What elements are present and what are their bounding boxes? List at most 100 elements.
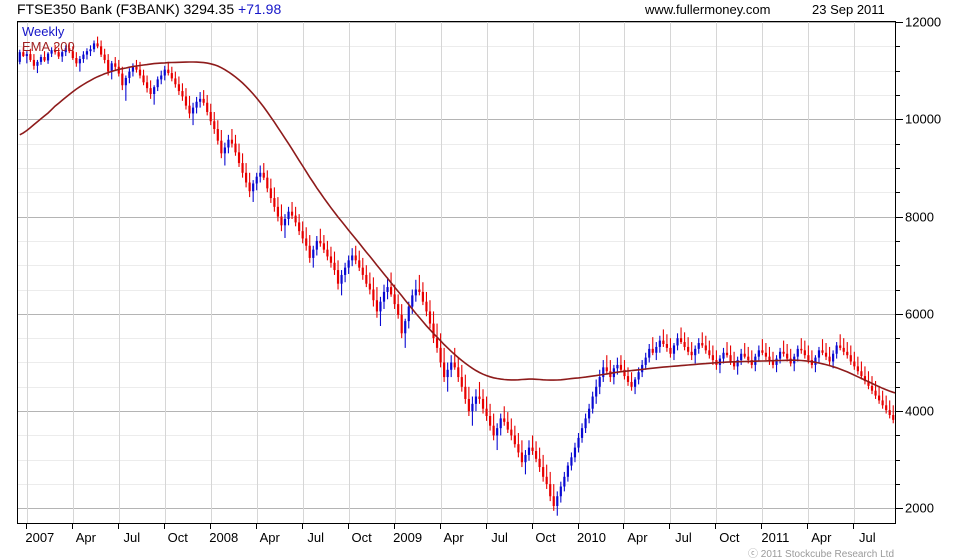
candle-body [662,340,665,345]
candle-body [411,295,414,307]
candle-body [538,458,541,468]
gridline-vertical [441,22,442,523]
candle-body [347,260,350,268]
candle-body [234,143,237,153]
x-axis-tick [26,524,27,529]
candle-body [506,421,509,430]
chart-date-label: 23 Sep 2011 [812,2,885,17]
gridline-minor [18,338,895,339]
candle-body [595,386,598,397]
y-axis-tick-minor [896,167,900,169]
candle-body [846,351,849,356]
x-axis-tick [394,524,395,529]
candle-body [580,428,584,438]
y-axis-tick-major [896,411,903,413]
chart-legend: Weekly EMA 200 [22,24,75,54]
candle-body [160,75,163,80]
x-axis-label: 2010 [577,530,606,545]
gridline-vertical [73,22,74,523]
gridline-major [18,22,895,23]
candle-body [294,215,297,223]
gridline-vertical [808,22,809,523]
candle-body [50,50,53,54]
legend-interval: Weekly [22,24,65,39]
candle-body [496,428,499,436]
candle-body [697,343,700,349]
candle-body [329,256,333,263]
candle-body [694,348,697,356]
candle-body [36,61,39,66]
candle-body [418,289,421,292]
candle-body [195,101,198,108]
x-axis-label: 2009 [393,530,423,545]
candle-body [167,69,170,74]
candle-body [121,73,124,86]
y-axis-label: 6000 [905,306,934,322]
candle-body [602,367,605,378]
gridline-minor [18,484,895,485]
candle-body [184,96,188,106]
y-axis-label: 4000 [905,403,934,419]
candle-body [821,350,824,353]
candle-body [704,345,707,351]
y-axis-tick-minor [896,435,900,437]
candle-body [803,350,806,356]
candle-body [107,59,110,72]
candle-body [213,121,216,130]
candle-body [322,243,325,250]
gridline-minor [18,362,895,363]
y-axis-label: 8000 [905,209,934,225]
y-axis-tick-minor [896,362,900,364]
x-axis-tick [302,524,303,529]
candle-body [488,415,492,426]
candle-body [626,376,630,382]
candle-body [71,51,74,58]
x-axis-tick [807,524,808,529]
candle-body [114,63,117,67]
candle-body [881,400,884,406]
x-axis-tick [118,524,119,529]
candle-body [435,338,439,348]
candle-body [683,342,686,347]
gridline-minor [18,192,895,193]
x-axis-tick [72,524,73,529]
candle-body [124,77,127,86]
candle-body [223,147,226,154]
y-axis-tick-minor [896,386,900,388]
candle-body [701,343,704,346]
candle-body [524,454,527,463]
y-axis-tick-minor [896,289,900,291]
candle-body [382,291,386,302]
candle-body [467,398,470,412]
y-axis-tick-minor [896,338,900,340]
candle-body [786,353,789,359]
candle-body [333,262,336,271]
candle-body [92,43,96,50]
candle-body [867,380,870,386]
candle-body [273,198,276,207]
candle-body [888,410,891,416]
candle-body [100,46,103,55]
candle-body [545,476,548,485]
candle-body [354,255,357,261]
chart-title: FTSE350 Bank (F3BANK) 3294.35 +71.98 [17,1,281,17]
candle-body [775,358,778,365]
candle-body [563,476,566,487]
candle-body [676,338,679,346]
candle-body [513,435,516,445]
gridline-vertical [349,22,350,523]
y-axis-tick-major [896,22,903,23]
candle-body [276,206,280,217]
candle-body [29,54,32,60]
y-axis-tick-minor [896,192,900,194]
candle-body [57,52,60,57]
candle-body [290,211,294,216]
candle-body [443,362,446,378]
candle-body [747,356,750,361]
candle-body [542,467,545,477]
candle-body [814,357,817,365]
gridline-vertical [487,22,488,523]
gridline-vertical [257,22,258,523]
candle-body [25,54,28,57]
y-axis-tick-minor [896,94,900,96]
